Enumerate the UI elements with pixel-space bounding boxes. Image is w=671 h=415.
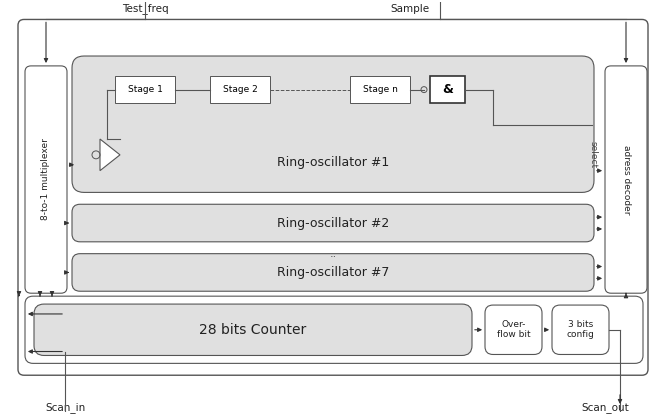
Text: Over-
flow bit: Over- flow bit [497,320,530,339]
FancyBboxPatch shape [25,296,643,364]
FancyBboxPatch shape [34,304,472,356]
Bar [115,76,175,103]
FancyBboxPatch shape [25,66,67,293]
Text: 8-to-1 multiplexer: 8-to-1 multiplexer [42,139,50,220]
Text: Sample: Sample [391,3,429,14]
Text: 28 bits Counter: 28 bits Counter [199,323,307,337]
FancyBboxPatch shape [18,20,648,375]
Text: select: select [588,141,597,168]
Text: Scan_out: Scan_out [581,402,629,413]
Text: Scan_in: Scan_in [45,402,85,413]
Text: 3 bits
config: 3 bits config [566,320,595,339]
FancyBboxPatch shape [72,204,594,242]
FancyBboxPatch shape [552,305,609,354]
Text: ..: .. [329,249,337,259]
Text: Ring-oscillator #2: Ring-oscillator #2 [277,217,389,229]
Bar [350,76,410,103]
Bar [430,76,465,103]
FancyBboxPatch shape [72,56,594,193]
Text: Ring-oscillator #1: Ring-oscillator #1 [277,156,389,169]
FancyBboxPatch shape [485,305,542,354]
Text: Test_freq: Test_freq [121,2,168,14]
Text: Ring-oscillator #7: Ring-oscillator #7 [277,266,389,279]
Polygon shape [100,139,120,171]
Text: Stage n: Stage n [362,85,397,94]
Text: Stage 1: Stage 1 [127,85,162,94]
Text: adress decoder: adress decoder [621,145,631,214]
Text: Stage 2: Stage 2 [223,85,258,94]
Text: &: & [442,83,453,96]
FancyBboxPatch shape [72,254,594,291]
FancyBboxPatch shape [605,66,647,293]
Bar [210,76,270,103]
